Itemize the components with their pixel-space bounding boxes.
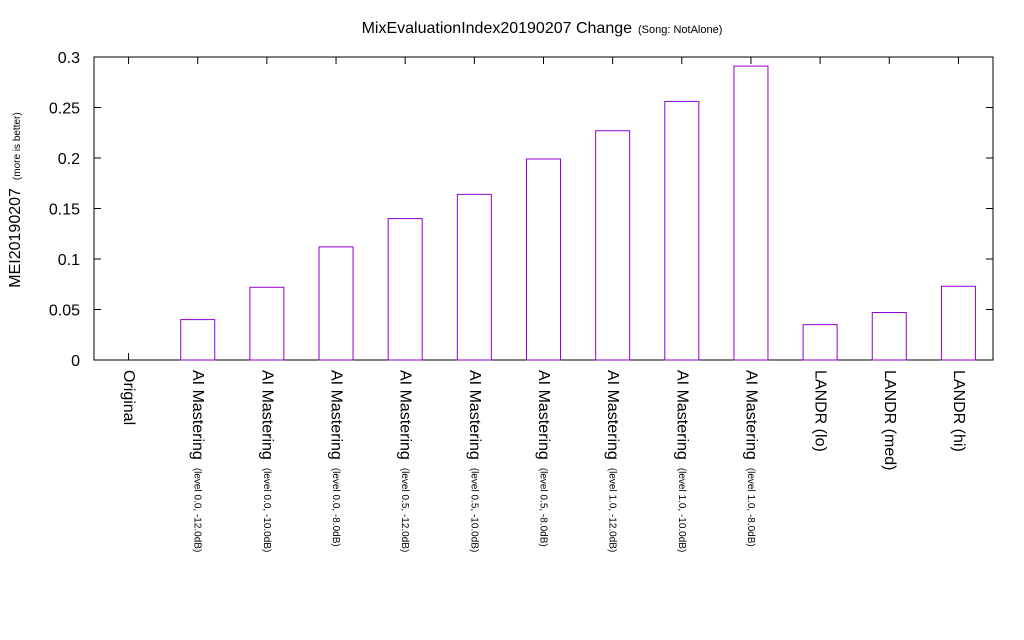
x-tick-label-group: Original bbox=[120, 370, 137, 425]
x-tick-label-group: LANDR (hi) bbox=[950, 370, 967, 452]
x-tick-label-group: LANDR (med) bbox=[881, 370, 898, 470]
x-tick-label-group: AI Mastering(level 0.5, -8.0dB) bbox=[535, 370, 552, 547]
y-tick-label: 0.2 bbox=[58, 151, 80, 168]
x-tick-sublabel: (level 1.0, -12.0dB) bbox=[607, 468, 618, 553]
y-tick-label: 0.3 bbox=[58, 50, 80, 67]
y-tick-label: 0.05 bbox=[49, 303, 80, 320]
x-tick-label: AI Mastering(level 0.0, -10.0dB) bbox=[258, 370, 275, 552]
chart-title-group: MixEvaluationIndex20190207 Change (Song: … bbox=[362, 20, 723, 37]
x-tick-label: AI Mastering(level 0.5, -12.0dB) bbox=[397, 370, 414, 552]
x-tick-label: AI Mastering(level 1.0, -10.0dB) bbox=[673, 370, 690, 552]
x-tick-label: Original bbox=[120, 370, 137, 425]
bar bbox=[387, 218, 423, 361]
x-tick-sublabel: (level 0.5, -12.0dB) bbox=[400, 468, 411, 553]
bars-group bbox=[180, 65, 976, 361]
bar bbox=[733, 65, 769, 361]
x-tick-sublabel: (level 0.5, -10.0dB) bbox=[469, 468, 480, 553]
x-tick-label-group: AI Mastering(level 0.5, -10.0dB) bbox=[466, 370, 483, 552]
bar bbox=[802, 324, 838, 361]
bar bbox=[180, 319, 216, 361]
bar bbox=[940, 285, 976, 361]
bar bbox=[526, 158, 561, 361]
x-tick-sublabel: (level 0.0, -12.0dB) bbox=[192, 468, 203, 553]
x-tick-label-group: AI Mastering(level 0.0, -12.0dB) bbox=[189, 370, 206, 552]
x-tick-label: AI Mastering(level 1.0, -8.0dB) bbox=[742, 370, 759, 547]
bar bbox=[456, 193, 492, 361]
bar bbox=[664, 100, 700, 361]
x-tick-label-group: AI Mastering(level 1.0, -12.0dB) bbox=[604, 370, 621, 552]
y-tick-label: 0.25 bbox=[49, 101, 80, 118]
x-tick-label-group: LANDR (lo) bbox=[812, 370, 829, 452]
x-tick-label-group: AI Mastering(level 0.0, -10.0dB) bbox=[258, 370, 275, 552]
x-tick-sublabel: (level 0.5, -8.0dB) bbox=[538, 468, 549, 547]
x-tick-label: AI Mastering(level 0.0, -8.0dB) bbox=[328, 370, 345, 547]
x-tick-sublabel: (level 1.0, -8.0dB) bbox=[745, 468, 756, 547]
x-tick-label: LANDR (med) bbox=[881, 370, 898, 470]
y-tick-label: 0.1 bbox=[58, 252, 80, 269]
bar bbox=[595, 130, 631, 361]
x-tick-label: LANDR (hi) bbox=[950, 370, 967, 452]
x-tick-label-group: AI Mastering(level 1.0, -8.0dB) bbox=[742, 370, 759, 547]
x-tick-label-group: AI Mastering(level 0.0, -8.0dB) bbox=[328, 370, 345, 547]
x-tick-label-group: AI Mastering(level 0.5, -12.0dB) bbox=[397, 370, 414, 552]
y-tick-label: 0 bbox=[71, 353, 80, 370]
x-tick-label: AI Mastering(level 1.0, -12.0dB) bbox=[604, 370, 621, 552]
y-axis-label-note: (more is better) bbox=[12, 112, 23, 180]
y-axis-label-group: MEI20190207(more is better) bbox=[7, 112, 24, 287]
y-axis-label: MEI20190207(more is better) bbox=[7, 112, 24, 287]
x-tick-label: AI Mastering(level 0.5, -10.0dB) bbox=[466, 370, 483, 552]
x-tick-label-group: AI Mastering(level 1.0, -10.0dB) bbox=[673, 370, 690, 552]
bar bbox=[249, 286, 285, 361]
bar bbox=[318, 246, 354, 361]
x-axis-labels: Original AI Mastering(level 0.0, -12.0dB)… bbox=[120, 370, 967, 552]
x-tick-label: LANDR (lo) bbox=[812, 370, 829, 452]
x-tick-sublabel: (level 0.0, -8.0dB) bbox=[331, 468, 342, 547]
x-tick-sublabel: (level 0.0, -10.0dB) bbox=[261, 468, 272, 553]
x-tick-sublabel: (level 1.0, -10.0dB) bbox=[676, 468, 687, 553]
chart-subtitle: (Song: NotAlone) bbox=[638, 24, 722, 36]
chart-title: MixEvaluationIndex20190207 Change (Song: … bbox=[362, 20, 723, 37]
bar bbox=[871, 312, 907, 361]
y-tick-label: 0.15 bbox=[49, 202, 80, 219]
x-tick-label: AI Mastering(level 0.5, -8.0dB) bbox=[535, 370, 552, 547]
y-axis-ticks: 0 0.05 0.1 0.15 0.2 0.25 0.3 bbox=[49, 50, 993, 370]
x-tick-label: AI Mastering(level 0.0, -12.0dB) bbox=[189, 370, 206, 552]
